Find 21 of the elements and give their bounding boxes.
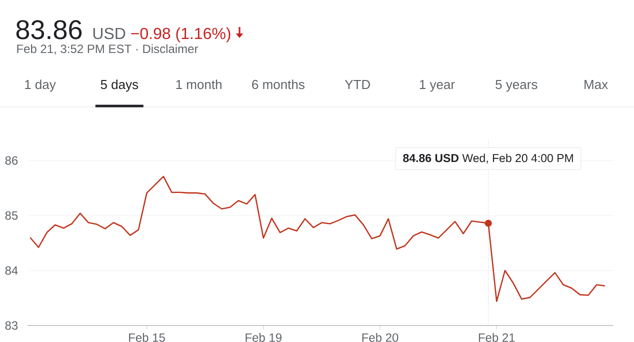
text: 5 years (496, 80, 538, 92)
text: 5 days (100, 80, 138, 92)
y-tick-label: 84 (5, 266, 18, 275)
text: YTD (344, 80, 370, 89)
x-tick-label: Feb 20 (362, 333, 398, 342)
text: −0.98 (1.16%) (131, 27, 230, 42)
text: 6 months (252, 80, 304, 90)
text: 1 year (420, 80, 455, 92)
x-tick-label: Feb 21 (478, 333, 515, 342)
chart-title: 83.86 (16, 20, 82, 40)
y-tick-label: 83 (5, 321, 18, 330)
chart-subtitle: Feb 21, 3:52 PM EST · Disclaimer (17, 44, 198, 55)
text: 1 day (25, 80, 56, 92)
annotation: 84.86 USD Wed, Feb 20 4:00 PM (403, 154, 573, 164)
text: 1 month (176, 80, 222, 90)
text: USD (93, 28, 126, 40)
x-tick-label: Feb 19 (246, 333, 282, 342)
text: Max (584, 80, 608, 90)
y-tick-label: 85 (5, 211, 18, 220)
y-tick-label: 86 (5, 156, 18, 165)
x-tick-label: Feb 15 (129, 333, 165, 342)
